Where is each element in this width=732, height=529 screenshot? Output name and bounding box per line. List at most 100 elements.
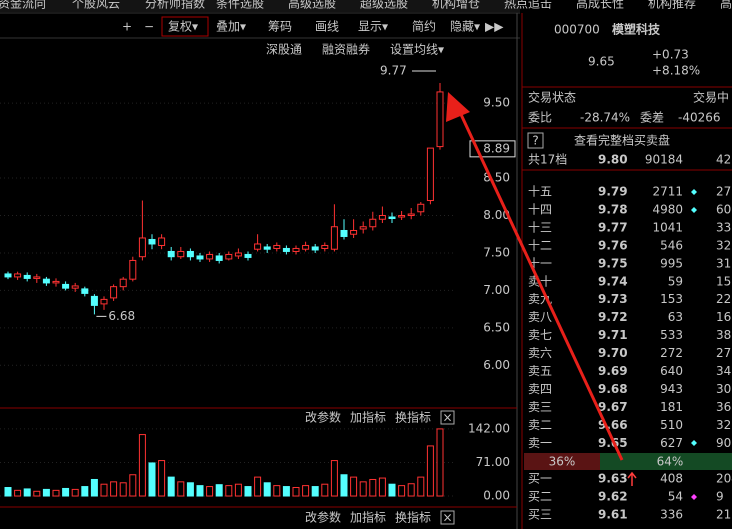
volume-bar [33,490,41,497]
book-level: 买二 [528,490,552,504]
book-price: 9.63 [598,472,628,486]
book-extra: 21 [716,508,731,522]
sell-ratio: 64% [657,455,684,469]
book-level: 十一 [528,256,552,270]
volume-bar [282,486,290,497]
close-box [440,510,455,525]
book-price: 9.70 [598,346,628,360]
volume-bar [359,481,367,497]
book-volume: 336 [660,508,683,522]
toolbar-button[interactable]: 画线 [315,20,339,34]
menu-item[interactable]: 高级选股 [288,0,336,11]
full-book-link[interactable]: 查看完整档买卖盘 [574,133,670,148]
candle-body [100,298,108,305]
book-price: 9.67 [598,400,628,414]
book-extra: 38 [716,328,731,342]
candle-body [33,276,41,279]
help-box [527,132,544,149]
toolbar-button[interactable]: + [122,20,132,34]
candle-body [330,226,338,250]
book-volume: 153 [660,292,683,306]
book-volume: 510 [660,418,683,432]
indicator-button[interactable]: 加指标 [350,510,386,525]
toolbar-button[interactable]: 简约 [412,19,436,34]
toolbar-button[interactable]: 显示▾ [358,20,388,34]
menu-item[interactable]: 机构推荐 [648,0,696,11]
menu-item[interactable]: 条件选股 [216,0,264,11]
book-extra: 22 [716,292,731,306]
book-volume: 546 [660,238,683,252]
stock-code: 000700 [554,23,600,37]
volume-bar [148,462,156,497]
marker-icon [691,440,697,446]
close-button[interactable]: × [442,511,452,525]
candle-body [398,215,406,218]
candle-body [263,246,271,250]
candle-body [350,229,358,235]
book-level: 十五 [528,185,552,199]
price-change: +0.73 [652,48,689,62]
chart-link[interactable]: 深股通 [266,43,302,57]
candle-body [378,215,386,220]
buy-ratio-bar [524,453,600,470]
indicator-button[interactable]: 加指标 [350,410,386,425]
y-tick-label: 9.50 [483,96,510,110]
candle-body [436,91,444,148]
toolbar-button[interactable]: − [144,20,154,34]
chart-link[interactable]: 融资融券 [322,42,370,57]
book-price: 9.62 [598,490,628,504]
toolbar-button[interactable]: ▶▶ [485,20,504,34]
candle-body [138,237,146,258]
book-level: 卖二 [528,418,552,432]
toolbar-button[interactable]: 复权▾ [168,20,198,34]
volume-bar [321,483,329,497]
status-label: 交易状态 [528,90,576,105]
help[interactable]: ? [532,134,538,148]
candle-body [273,244,281,249]
toolbar-button[interactable]: 隐藏▾ [450,20,480,34]
menu-item[interactable]: 分析师指数 [145,0,205,11]
toolbar-button[interactable]: 筹码 [268,20,292,34]
volume-bar [14,489,22,497]
volume-bar [398,485,406,497]
volume-bar [196,485,204,497]
annotation-arrowhead [446,92,470,122]
close-button[interactable]: × [442,411,452,425]
menu-bar [0,0,520,12]
book-volume: 995 [660,256,683,270]
toolbar-button[interactable]: 叠加▾ [216,20,246,34]
marker-icon [691,207,697,213]
candle-body [14,273,22,278]
book-price: 9.71 [598,328,628,342]
last-price: 9.65 [588,55,615,69]
menu-item[interactable]: 机构增仓 [432,0,480,11]
volume-bar [186,482,194,497]
volume-bar [138,434,146,497]
buy-ratio: 36% [549,455,576,469]
indicator-button[interactable]: 改参数 [305,410,341,425]
menu-item[interactable]: 热点追击 [504,0,552,11]
candle-body [52,280,60,284]
candle-body [407,213,415,217]
book-level: 卖三 [528,400,552,414]
book-level: 卖七 [528,328,552,342]
book-volume: 943 [660,382,683,396]
chart-link[interactable]: 设置均线▾ [390,43,444,57]
menu-item[interactable]: 资金流向 [0,0,46,11]
book-volume: 59 [668,274,683,288]
book-level: 买三 [528,508,552,522]
menu-item[interactable]: 个股风云 [72,0,120,11]
book-volume: 181 [660,400,683,414]
menu-item[interactable]: 超级选股 [360,0,408,11]
book-price: 9.78 [598,202,628,216]
indicator-button[interactable]: 换指标 [395,510,431,525]
volume-bar [119,482,127,497]
volume-bar [177,481,185,497]
menu-item[interactable]: 高成长性 [576,0,624,11]
indicator-button[interactable]: 换指标 [395,410,431,425]
indicator-button[interactable]: 改参数 [305,510,341,525]
candle-body [388,216,396,220]
menu-item[interactable]: 高 [720,0,732,11]
volume-bar [81,486,89,497]
candle-body [148,238,156,245]
